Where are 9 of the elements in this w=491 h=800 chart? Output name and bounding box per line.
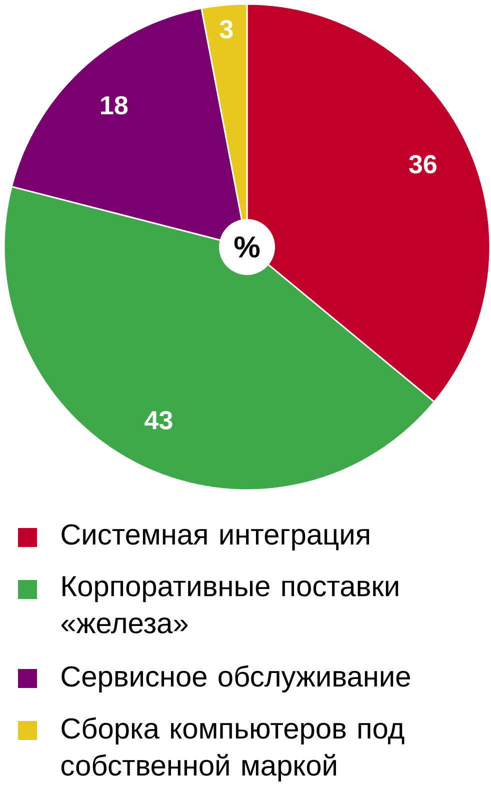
data-label: 36 <box>409 155 437 174</box>
data-label: 18 <box>101 96 128 114</box>
data-label: 3 <box>220 20 233 38</box>
data-label: 43 <box>144 410 172 430</box>
text: % <box>234 236 260 258</box>
legend-label: Корпоративные поставки «железа» <box>62 576 398 634</box>
legend-label: Сервисное обслуживание <box>62 665 410 692</box>
legend-label: Сборка компьютеров под собственной маркой <box>62 717 404 782</box>
legend-label: Системная интеграция <box>62 524 370 550</box>
